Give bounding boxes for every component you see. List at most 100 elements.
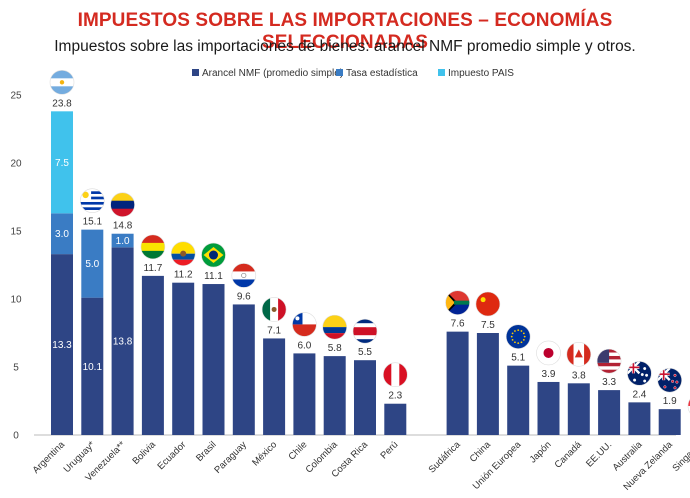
total-value-label: 5.8 [328,343,342,354]
category-label: Argentina [31,439,68,476]
ue-flag-icon [505,324,531,349]
segment-value-label: 7.5 [55,158,69,169]
bar-group: 6.0 Chile [286,340,316,462]
total-value-label: 6.0 [297,340,311,351]
category-label: Singapur [670,439,690,474]
y-tick-label: 5 [13,363,19,374]
uruguay-flag-icon [80,188,105,213]
y-tick-label: 15 [10,227,22,238]
bar-segment [111,233,134,248]
paraguay-flag-icon [231,263,257,288]
category-label: Sudáfrica [427,439,464,476]
bar-segment [598,390,621,435]
y-tick-label: 10 [10,295,22,306]
chart-title: IMPUESTOS SOBRE LAS IMPORTACIONES – ECON… [77,10,613,53]
total-value-label: 7.1 [267,325,281,336]
total-value-label: 7.6 [451,319,465,330]
bar-group: 7.5 China [468,320,499,465]
bar-segment [202,284,225,435]
bar-segment [384,403,407,435]
category-label: Canadá [553,439,585,471]
total-value-label: 9.6 [237,291,251,302]
category-label: Bolivia [130,439,158,467]
total-value-label: 23.8 [52,98,72,109]
segment-value-label: 13.3 [52,340,72,351]
legend-entry: Tasa estadística [346,68,418,79]
bar-segment [111,247,134,435]
bar-segment [323,356,346,435]
mexico-flag-icon [261,297,287,322]
argentina-flag-icon [49,70,75,95]
total-value-label: 7.5 [481,320,495,331]
ecuador-flag-icon [170,241,196,266]
category-label: Perú [378,439,400,461]
total-value-label: 5.1 [511,353,525,364]
legend-swatch [438,69,445,76]
chile-flag-icon [292,312,317,337]
bar-segment [537,381,560,435]
bar-segment [293,353,316,435]
bar-segment [628,402,651,435]
legend-entry: Impuesto PAIS [448,68,514,79]
y-tick-label: 25 [10,91,22,102]
bar-segment [658,409,681,435]
bar-segment [507,365,530,435]
colombia-flag-icon [322,314,348,340]
total-value-label: 2.3 [388,391,402,402]
category-label: Chile [286,439,309,462]
bar-segment [51,254,73,435]
total-value-label: 1.9 [663,396,677,407]
category-label: Ecuador [156,439,189,472]
total-value-label: 14.8 [113,221,133,232]
legend-swatch [192,69,199,76]
bar-group: 13.3 3.0 7.5 23.8 Argentina [31,98,73,476]
legend-entry: Arancel NMF (promedio simple) [202,68,343,79]
category-label: China [468,439,494,465]
total-value-label: 3.9 [542,369,556,380]
segment-value-label: 13.8 [113,337,133,348]
y-tick-label: 20 [10,159,22,170]
chart-subtitle: Impuestos sobre las importaciones de bie… [54,38,636,55]
bar-segment [354,360,376,435]
bar-segment [567,383,590,435]
category-label: Japón [528,439,554,465]
category-label: México [250,439,279,468]
category-label: EE.UU. [584,439,614,469]
peru-flag-icon [382,362,408,388]
canada-flag-icon [566,342,592,367]
category-label: Paraguay [212,439,249,476]
bar-group: 11.7 Bolivia [130,263,164,467]
total-value-label: 2.4 [632,389,646,400]
segment-value-label: 5.0 [85,259,99,270]
bar-group: 7.1 México [250,325,286,468]
bar-segment [232,304,255,435]
eeuu-flag-icon [596,348,622,374]
venezuela-flag-icon [110,192,135,218]
total-value-label: 15.1 [83,217,103,228]
australia-flag-icon [627,361,652,386]
sudafrica-flag-icon [445,290,470,315]
bar-segment [51,111,73,214]
bar-group: 7.6 Sudáfrica [427,319,469,476]
bar-segment [263,338,286,435]
total-value-label: 11.1 [204,271,223,282]
segment-value-label: 1.0 [116,236,130,247]
japon-flag-icon [536,340,561,366]
bar-group: 2.3 Perú [378,391,407,461]
total-value-label: 11.7 [144,263,163,274]
costarica-flag-icon [352,318,378,344]
total-value-label: 11.2 [174,270,193,281]
bolivia-flag-icon [140,234,166,260]
y-tick-label: 0 [13,431,19,442]
bar-segment [446,331,469,435]
total-value-label: 3.8 [572,370,586,381]
segment-value-label: 10.1 [83,362,103,373]
bar-segment [141,275,164,435]
total-value-label: 5.5 [358,347,372,358]
bar-segment [81,297,104,435]
bar-segment [172,282,195,435]
bar-segment [51,213,73,255]
segment-value-label: 3.0 [55,229,69,240]
total-value-label: 3.3 [602,377,616,388]
